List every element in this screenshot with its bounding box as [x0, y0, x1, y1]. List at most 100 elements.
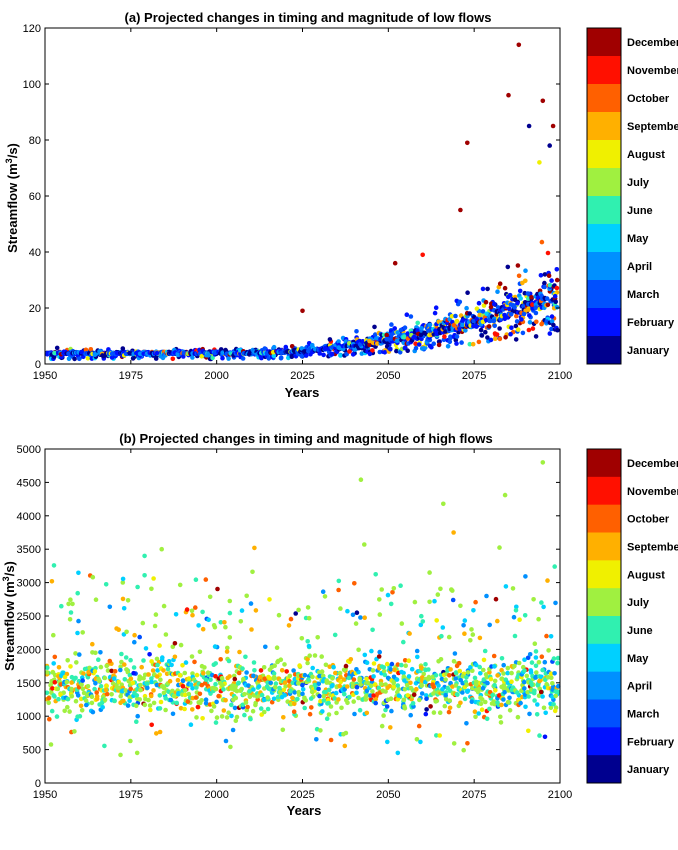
- data-point: [65, 658, 70, 663]
- colorbar-swatch-march: [587, 280, 621, 309]
- data-point: [367, 351, 373, 357]
- data-point: [554, 277, 560, 283]
- data-point: [213, 681, 218, 687]
- data-point: [464, 689, 470, 694]
- data-point: [122, 677, 128, 682]
- data-point: [289, 344, 295, 349]
- data-point: [507, 306, 512, 312]
- data-point: [67, 709, 72, 714]
- data-point: [228, 744, 233, 750]
- data-point: [492, 336, 498, 342]
- data-point: [345, 684, 350, 689]
- data-point: [224, 715, 230, 720]
- data-point: [516, 42, 522, 48]
- data-point: [537, 160, 542, 165]
- data-point: [542, 280, 547, 286]
- colorbar-label-september: September: [627, 121, 678, 133]
- data-point: [96, 676, 101, 682]
- data-point: [501, 697, 506, 702]
- data-point: [405, 348, 411, 354]
- colorbar-swatch-december: [587, 28, 621, 57]
- data-point: [448, 680, 453, 686]
- data-point: [319, 669, 325, 674]
- data-point: [428, 704, 433, 709]
- data-point: [253, 700, 258, 706]
- data-point: [158, 699, 164, 705]
- data-point: [76, 618, 81, 624]
- data-point: [488, 304, 494, 310]
- data-point: [370, 689, 375, 694]
- data-point: [449, 314, 455, 319]
- data-point: [306, 615, 312, 621]
- data-point: [526, 728, 531, 734]
- data-point: [93, 681, 98, 686]
- data-point: [47, 716, 52, 722]
- data-point: [102, 697, 108, 703]
- data-point: [491, 653, 497, 659]
- data-point: [527, 313, 532, 318]
- data-point: [137, 634, 142, 640]
- data-point: [530, 326, 536, 331]
- data-point: [373, 700, 379, 706]
- data-point: [450, 684, 455, 689]
- data-point: [56, 696, 61, 702]
- data-point: [201, 670, 206, 676]
- data-point: [462, 618, 468, 623]
- data-point: [55, 686, 61, 692]
- data-point: [81, 671, 86, 676]
- data-point: [460, 690, 465, 695]
- data-point: [391, 586, 397, 591]
- data-point: [508, 331, 513, 337]
- x-tick-label: 2050: [376, 789, 400, 801]
- data-point: [170, 356, 176, 362]
- data-point: [188, 722, 194, 727]
- data-point: [341, 677, 347, 682]
- data-point: [354, 684, 360, 690]
- data-point: [267, 676, 273, 681]
- data-point: [377, 349, 383, 355]
- colorbar-frame: [586, 448, 622, 784]
- chart-b-y-axis: 0 500 1000 1500 2000 2500 3000 3500 4000 4500 5000: [17, 444, 560, 790]
- data-point: [182, 692, 188, 698]
- data-point: [408, 712, 414, 718]
- data-point: [98, 650, 103, 655]
- data-point: [376, 685, 382, 691]
- data-point: [67, 617, 73, 622]
- data-point: [163, 632, 169, 637]
- data-point: [226, 710, 231, 715]
- data-point: [451, 659, 457, 664]
- data-point: [219, 714, 225, 719]
- data-point: [307, 653, 313, 658]
- data-point: [517, 288, 523, 294]
- data-point: [148, 707, 153, 713]
- data-point: [44, 670, 50, 675]
- data-point: [556, 683, 561, 689]
- data-point: [541, 705, 547, 711]
- data-point: [80, 678, 85, 683]
- data-point: [119, 651, 124, 657]
- data-point: [419, 613, 424, 619]
- data-point: [450, 588, 455, 593]
- colorbar-swatch-february: [587, 308, 621, 337]
- data-point: [454, 341, 459, 346]
- data-point: [351, 677, 357, 682]
- data-point: [423, 693, 429, 698]
- data-point: [423, 662, 428, 667]
- data-point: [529, 295, 534, 300]
- data-point: [534, 712, 540, 717]
- data-point: [111, 676, 117, 681]
- data-point: [278, 689, 283, 695]
- data-point: [545, 302, 551, 308]
- data-point: [360, 339, 366, 344]
- data-point: [530, 302, 535, 307]
- data-point: [440, 687, 445, 692]
- data-point: [401, 674, 407, 679]
- data-point: [92, 686, 97, 692]
- data-point: [122, 662, 127, 667]
- data-point: [364, 693, 369, 699]
- data-point: [476, 711, 482, 716]
- data-point: [190, 612, 195, 618]
- data-point: [515, 300, 520, 306]
- data-point: [447, 339, 453, 345]
